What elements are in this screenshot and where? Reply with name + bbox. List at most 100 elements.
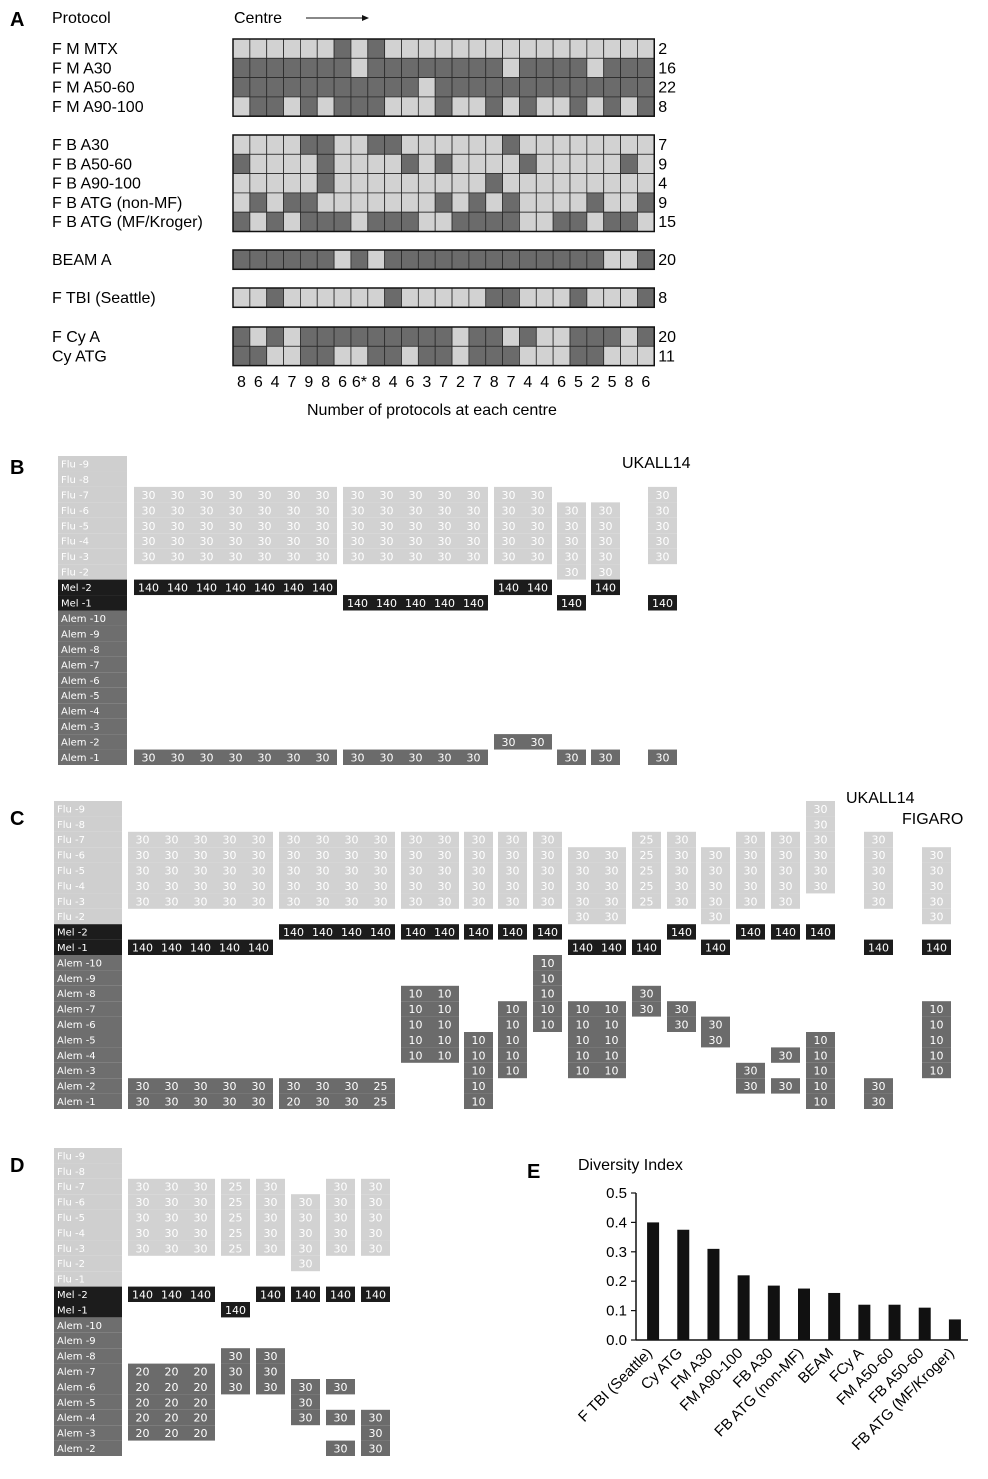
d-dose-cell — [128, 1363, 157, 1379]
protocol-cell — [620, 57, 638, 78]
c-dose-value: 140 — [405, 926, 426, 939]
protocol-cell — [232, 57, 251, 78]
b-dose-cell — [557, 502, 586, 518]
c-dose-value: 30 — [744, 895, 758, 908]
row-label: Flu -4 — [57, 1228, 85, 1239]
c-dose-value: 140 — [434, 926, 455, 939]
b-dose-value: 140 — [376, 597, 397, 610]
c-dose-value: 30 — [576, 849, 590, 862]
b-dose-cell — [459, 486, 488, 503]
d-dose-cell — [256, 1178, 285, 1195]
protocol-cell — [316, 134, 335, 155]
centre-count: 2 — [591, 374, 600, 391]
protocol-cell — [401, 77, 419, 98]
c-dose-value: 30 — [541, 865, 555, 878]
d-dose-cell — [291, 1379, 320, 1395]
d-dose-cell — [221, 1209, 250, 1225]
d-dose-cell — [291, 1286, 320, 1302]
b-dose-value: 30 — [502, 520, 516, 533]
d-dose-cell — [157, 1240, 186, 1256]
c-dose-cell — [498, 893, 527, 909]
b-dose-value: 30 — [380, 489, 394, 502]
row-label-cell — [58, 595, 127, 611]
row-label: Flu -3 — [61, 552, 89, 563]
protocol-cell — [283, 96, 301, 117]
protocol-cell — [316, 345, 335, 366]
row-label-cell — [54, 1440, 122, 1456]
b-dose-cell — [343, 749, 372, 765]
protocol-cell — [434, 287, 453, 308]
protocol-cell — [434, 38, 453, 59]
protocol-cell — [519, 211, 537, 232]
c-dose-value: 30 — [814, 865, 828, 878]
protocol-cell — [603, 249, 621, 270]
protocol-cell — [299, 287, 318, 308]
protocol-cell — [569, 173, 588, 194]
diversity-bar — [828, 1292, 841, 1340]
c-dose-value: 30 — [605, 880, 619, 893]
c-dose-cell — [430, 1032, 459, 1048]
centre-count: 8 — [490, 374, 499, 391]
row-label-cell — [58, 471, 127, 487]
d-dose-value: 30 — [299, 1196, 313, 1209]
d-dose-cell — [157, 1286, 186, 1302]
c-dose-cell — [498, 831, 527, 848]
d-dose-value: 30 — [194, 1227, 208, 1240]
c-dose-value: 30 — [438, 895, 452, 908]
c-dose-cell — [632, 831, 661, 848]
d-dose-cell — [361, 1225, 390, 1241]
b-dose-value: 30 — [287, 504, 301, 517]
d-dose-cell — [256, 1225, 285, 1241]
b-dose-value: 30 — [258, 489, 272, 502]
c-dose-cell — [864, 831, 893, 848]
row-label-cell — [54, 939, 122, 955]
c-dose-value: 30 — [779, 865, 793, 878]
b-dose-cell — [279, 517, 308, 534]
c-dose-value: 30 — [872, 849, 886, 862]
c-dose-value: 30 — [136, 1096, 150, 1109]
c-dose-value: 30 — [223, 834, 237, 847]
centre-count: 6 — [338, 374, 347, 391]
b-dose-cell — [372, 502, 401, 518]
b-dose-cell — [401, 595, 430, 611]
centre-count: 7 — [507, 374, 516, 391]
protocol-count: 15 — [658, 214, 676, 231]
d-dose-cell — [256, 1379, 285, 1395]
protocol-cell — [485, 211, 504, 232]
c-dose-cell — [279, 831, 308, 848]
c-dose-value: 30 — [814, 834, 828, 847]
c-dose-value: 10 — [576, 1003, 590, 1016]
row-label: Flu -8 — [57, 820, 85, 831]
b-dose-cell — [459, 749, 488, 765]
row-label: Alem -2 — [61, 738, 100, 749]
b-dose-value: 30 — [351, 520, 365, 533]
c-dose-value: 10 — [930, 1003, 944, 1016]
protocol-cell — [535, 192, 554, 213]
d-dose-value: 30 — [369, 1443, 383, 1456]
protocol-count: 11 — [658, 348, 675, 365]
d-dose-value: 30 — [194, 1181, 208, 1194]
b-dose-value: 30 — [438, 520, 452, 533]
c-dose-value: 30 — [438, 849, 452, 862]
protocol-cell — [552, 249, 571, 270]
b-dose-value: 30 — [531, 520, 545, 533]
protocol-cell — [417, 345, 436, 366]
protocol-label: F TBI (Seattle) — [52, 290, 156, 307]
protocol-cell — [299, 173, 318, 194]
c-dose-value: 10 — [605, 1003, 619, 1016]
centre-count: 8 — [372, 374, 381, 391]
d-dose-cell — [256, 1194, 285, 1210]
d-dose-value: 20 — [136, 1366, 150, 1379]
c-dose-value: 30 — [374, 880, 388, 893]
c-dose-value: 10 — [409, 1003, 423, 1016]
d-dose-value: 30 — [136, 1196, 150, 1209]
c-dose-value: 30 — [506, 865, 520, 878]
c-dose-cell — [922, 1032, 951, 1048]
protocol-cell — [519, 249, 537, 270]
protocol-cell — [620, 287, 638, 308]
c-dose-cell — [597, 878, 626, 894]
b-dose-cell — [163, 533, 192, 549]
c-dose-cell — [366, 893, 395, 909]
protocol-cell — [468, 211, 487, 232]
protocol-cell — [299, 153, 318, 175]
